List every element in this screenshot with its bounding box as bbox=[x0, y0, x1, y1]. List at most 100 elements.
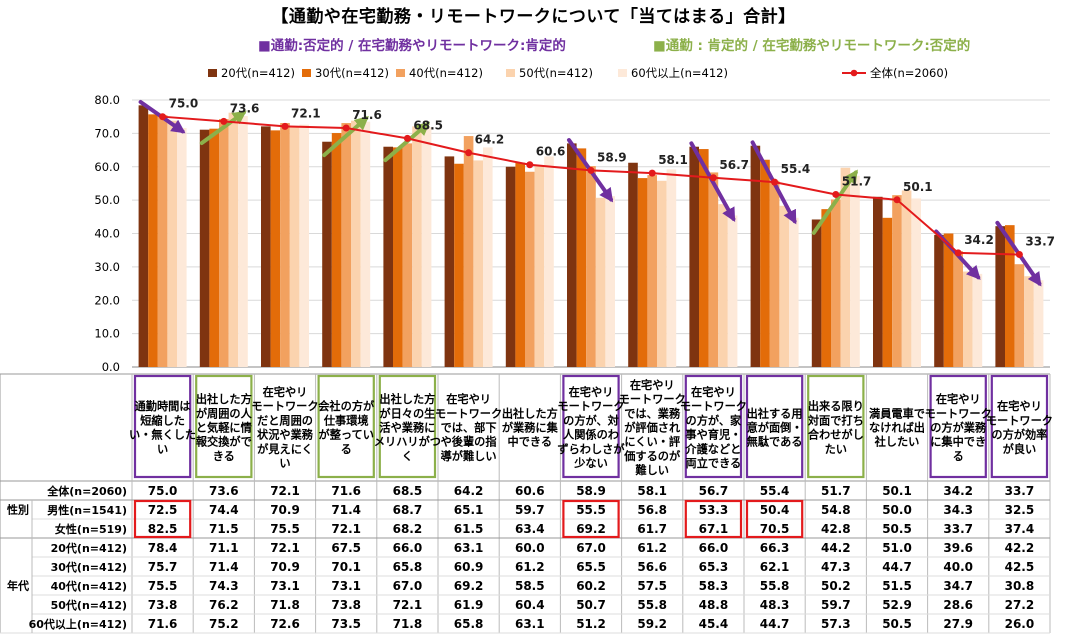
table-cell: 71.4 bbox=[331, 503, 361, 517]
category-label-line: 合わせがし bbox=[808, 428, 864, 442]
table-cell: 51.5 bbox=[882, 579, 912, 593]
legend-swatch bbox=[302, 69, 311, 77]
bar bbox=[270, 130, 281, 367]
category-label-line: 仕事環境 bbox=[323, 413, 369, 427]
total-point bbox=[465, 149, 473, 157]
table-cell: 71.6 bbox=[148, 617, 178, 631]
category-label-line: メリハリがつ bbox=[374, 435, 441, 449]
table-cell: 33.7 bbox=[1005, 484, 1035, 498]
total-value-label: 33.7 bbox=[1025, 235, 1055, 249]
legend-label: 全体(n=2060) bbox=[870, 66, 948, 80]
table-cell: 78.4 bbox=[148, 541, 178, 555]
legend-label: 50代(n=412) bbox=[519, 66, 593, 80]
bar bbox=[505, 166, 516, 367]
y-tick-label: 10.0 bbox=[94, 327, 120, 341]
bar bbox=[1024, 276, 1034, 367]
legend-label: 30代(n=412) bbox=[315, 66, 389, 80]
legend-green-note: ■通勤 : 肯定的 / 在宅勤務やリモートワーク:否定的 bbox=[653, 38, 971, 54]
table-cell: 55.5 bbox=[576, 503, 606, 517]
bar bbox=[769, 180, 780, 367]
y-tick-label: 0.0 bbox=[102, 360, 120, 373]
table-cell: 59.7 bbox=[515, 503, 545, 517]
category-label-line: の方が業務 bbox=[930, 421, 987, 435]
table-cell: 56.7 bbox=[699, 484, 729, 498]
bar bbox=[595, 197, 606, 367]
bar bbox=[760, 159, 770, 367]
bar bbox=[393, 147, 403, 367]
table-cell: 75.7 bbox=[148, 560, 178, 574]
table-cell: 67.0 bbox=[393, 579, 423, 593]
table-grid bbox=[0, 373, 1051, 634]
bar bbox=[576, 148, 587, 367]
category-label-line: 出社する用 bbox=[747, 406, 803, 420]
table-cell: 51.2 bbox=[576, 617, 606, 631]
bar bbox=[901, 190, 912, 367]
category-label-line: い・無くした bbox=[129, 428, 196, 442]
table-cell: 50.5 bbox=[882, 617, 912, 631]
legend-swatch bbox=[208, 69, 217, 77]
trend-arrow bbox=[199, 110, 247, 146]
category-label-line: モートワーク bbox=[680, 400, 747, 413]
y-tick-label: 50.0 bbox=[94, 193, 120, 207]
table-cell: 55.8 bbox=[637, 598, 667, 612]
total-point bbox=[342, 124, 350, 132]
category-label-line: なければ出 bbox=[869, 421, 925, 435]
category-label-line: 少ない bbox=[573, 456, 608, 470]
category-label-line: 事や育児・ bbox=[685, 428, 741, 442]
table-cell: 67.0 bbox=[576, 541, 606, 555]
total-value-label: 64.2 bbox=[475, 133, 505, 147]
category-frame bbox=[133, 374, 192, 479]
row-label: 60代以上(n=412) bbox=[29, 617, 127, 631]
table-cell: 63.4 bbox=[515, 522, 545, 536]
legend-label: 20代(n=412) bbox=[221, 66, 295, 80]
category-label-line: る bbox=[953, 450, 964, 463]
category-label-line: たい bbox=[825, 443, 847, 456]
total-point bbox=[281, 122, 289, 130]
bar bbox=[412, 126, 422, 368]
bar bbox=[219, 119, 229, 368]
chart-legend: 20代(n=412) 30代(n=412) 40代(n=412) 50代(n=412)… bbox=[208, 66, 948, 80]
table-cell: 28.6 bbox=[943, 598, 973, 612]
bar bbox=[473, 160, 483, 367]
table-cell: 51.0 bbox=[882, 541, 912, 555]
bar bbox=[421, 127, 432, 368]
bar bbox=[567, 143, 577, 367]
table-cell: 63.1 bbox=[454, 541, 484, 555]
table-cell: 73.8 bbox=[331, 598, 361, 612]
table-cell: 50.1 bbox=[882, 484, 912, 498]
category-label-line: 在宅やリ bbox=[630, 378, 675, 392]
total-value-label: 56.7 bbox=[719, 158, 749, 172]
category-label-line: 社したい bbox=[874, 435, 920, 449]
bar bbox=[534, 165, 545, 367]
table-cell: 59.7 bbox=[821, 598, 851, 612]
row-label: 20代(n=412) bbox=[51, 541, 127, 555]
bar bbox=[789, 217, 799, 367]
bar bbox=[544, 156, 554, 367]
category-label-line: 人関係のわ bbox=[563, 428, 619, 442]
category-label-line: る bbox=[341, 443, 352, 456]
category-label-line: が日々の生 bbox=[379, 406, 435, 420]
table-cell: 34.3 bbox=[943, 503, 973, 517]
table-cell: 70.9 bbox=[270, 560, 300, 574]
legend-label: 40代(n=412) bbox=[409, 66, 483, 80]
bar bbox=[515, 162, 525, 367]
bar bbox=[299, 124, 309, 367]
bar bbox=[972, 273, 983, 367]
table-cell: 58.5 bbox=[515, 579, 545, 593]
legend-total-marker bbox=[850, 69, 858, 77]
category-label-line: モートワーク bbox=[925, 407, 992, 420]
bar bbox=[261, 126, 271, 368]
table-cell: 71.4 bbox=[209, 560, 239, 574]
category-label-line: 活や業務に bbox=[379, 421, 435, 435]
bar bbox=[821, 209, 831, 367]
table-cell: 66.0 bbox=[699, 541, 729, 555]
table-cell: 57.5 bbox=[637, 579, 667, 593]
table-cell: 73.5 bbox=[331, 617, 361, 631]
table-cell: 65.3 bbox=[699, 560, 729, 574]
y-tick-label: 60.0 bbox=[94, 160, 120, 174]
total-value-label: 34.2 bbox=[964, 233, 994, 247]
table-cell: 30.8 bbox=[1005, 579, 1035, 593]
category-label: 出社した方が日々の生活や業務にメリハリがつく bbox=[374, 392, 441, 463]
bar bbox=[167, 120, 177, 367]
table-cell: 74.4 bbox=[209, 503, 239, 517]
